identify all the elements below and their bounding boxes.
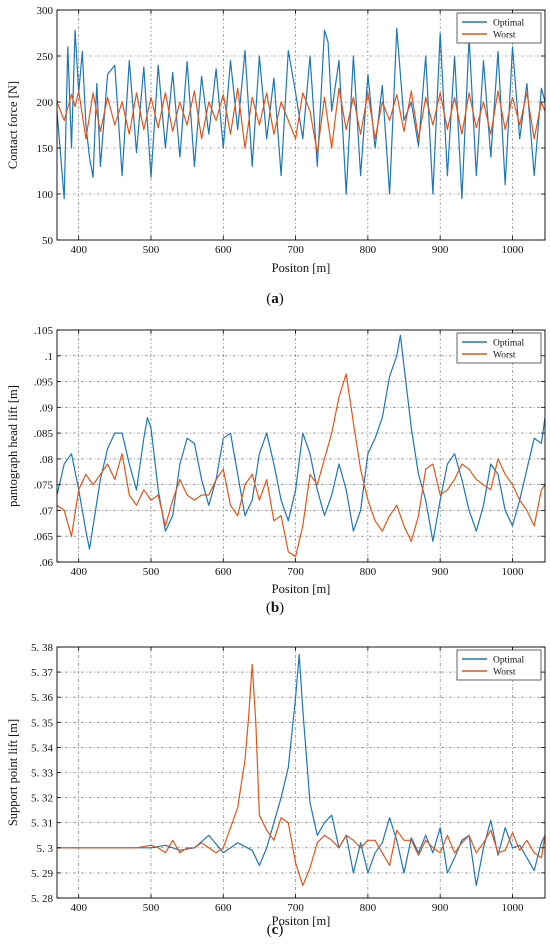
x-tick-label: 600 [215, 566, 232, 578]
x-tick-label: 700 [287, 244, 304, 256]
x-tick-label: 500 [143, 566, 160, 578]
y-tick-label: .08 [39, 454, 53, 466]
legend: Optimal Worst [456, 649, 542, 681]
x-tick-label: 900 [432, 902, 449, 914]
y-tick-label: 100 [37, 189, 54, 201]
y-tick-label: .085 [34, 428, 54, 440]
y-tick-label: .07 [39, 505, 53, 517]
y-tick-label: 5. 31 [31, 818, 53, 830]
legend-box [456, 649, 542, 681]
x-axis-label: Positon [m] [272, 582, 331, 596]
y-axis-label: Support point lift [m] [6, 719, 20, 826]
panel-label: (b) [266, 600, 284, 616]
y-tick-label: 300 [37, 5, 54, 17]
panel-label-part: ( [266, 291, 271, 307]
panel-label: (c) [267, 922, 284, 938]
x-tick-label: 800 [360, 902, 377, 914]
panel-label-part: b [271, 600, 279, 616]
y-tick-label: 5. 38 [31, 642, 54, 654]
series-line-optimal [57, 334, 545, 550]
y-tick-label: 5. 34 [31, 742, 54, 754]
x-tick-label: 600 [215, 902, 232, 914]
series-line-worst [57, 373, 545, 558]
x-tick-label: 500 [143, 902, 160, 914]
y-tick-label: 5. 37 [31, 667, 54, 679]
x-tick-label: 700 [287, 902, 304, 914]
x-axis-label: Positon [m] [272, 261, 331, 275]
panel-label-part: a [271, 291, 279, 307]
panel-label: (a) [266, 291, 284, 307]
y-tick-label: 150 [37, 143, 54, 155]
panel-label-part: ) [279, 291, 284, 307]
x-axis-label: Positon [m] [272, 914, 331, 928]
chart-panel-3: 400 500 600 700 800 900 1000 5. 28 5. 29 5. 3 5. 3… [6, 642, 546, 938]
y-tick-label: 5. 28 [31, 893, 54, 905]
panel-label-part: ( [266, 600, 271, 616]
y-tick-label: 5. 3 [37, 843, 54, 855]
x-tick-label: 400 [70, 902, 87, 914]
y-tick-label: 5. 32 [31, 793, 53, 805]
series-line-worst [57, 663, 545, 887]
y-tick-label: .06 [39, 557, 53, 569]
y-tick-label: .105 [34, 325, 54, 337]
y-tick-label: .095 [34, 377, 54, 389]
x-tick-label: 1000 [501, 566, 524, 578]
y-axis-label: Contact force [N] [6, 81, 20, 169]
y-tick-label: .075 [34, 480, 54, 492]
x-tick-label: 800 [360, 566, 377, 578]
y-tick-label: .09 [39, 402, 53, 414]
x-tick-label: 400 [70, 566, 87, 578]
y-tick-label: 5. 36 [31, 692, 54, 704]
legend-label-worst: Worst [493, 351, 516, 361]
y-tick-label: 200 [37, 97, 54, 109]
legend-box [456, 332, 542, 364]
chart-panel-1: 400 500 600 700 800 900 1000 50 100 150 200 250 300 P… [6, 5, 546, 307]
legend-label-optimal: Optimal [493, 19, 524, 29]
legend: Optimal Worst [456, 12, 542, 44]
y-tick-label: 5. 29 [31, 868, 54, 880]
x-tick-label: 1000 [501, 244, 524, 256]
y-tick-label: 5. 35 [31, 717, 54, 729]
y-axis-label: pantograph head lift [m] [6, 385, 20, 507]
legend-label-worst: Worst [493, 668, 516, 678]
x-tick-label: 900 [432, 566, 449, 578]
legend-label-optimal: Optimal [493, 339, 524, 349]
y-tick-label: 50 [42, 235, 54, 247]
y-tick-label: .1 [45, 351, 53, 363]
y-tick-label: 250 [37, 51, 54, 63]
x-tick-label: 1000 [501, 902, 524, 914]
x-tick-label: 700 [287, 566, 304, 578]
panel-label-part: ) [279, 600, 284, 616]
panel-label-part: ( [267, 922, 272, 938]
y-tick-label: 5. 33 [31, 768, 54, 780]
chart-panel-2: 400 500 600 700 800 900 1000 .06 .065 .07 .075 .08.… [6, 325, 546, 616]
series-line-optimal [57, 653, 545, 887]
series-line-optimal [57, 27, 545, 200]
plot-frame [56, 9, 546, 241]
y-tick-label: .065 [34, 531, 54, 543]
legend-box [456, 12, 542, 44]
panel-label-part: c [272, 922, 279, 938]
plot-frame [56, 329, 546, 563]
x-tick-label: 900 [432, 244, 449, 256]
x-tick-label: 600 [215, 244, 232, 256]
panel-label-part: ) [278, 922, 283, 938]
x-tick-label: 400 [70, 244, 87, 256]
series-line-worst [57, 87, 545, 154]
legend-label-optimal: Optimal [493, 656, 524, 666]
x-tick-label: 800 [360, 244, 377, 256]
legend: Optimal Worst [456, 332, 542, 364]
x-tick-label: 500 [143, 244, 160, 256]
legend-label-worst: Worst [493, 31, 516, 41]
